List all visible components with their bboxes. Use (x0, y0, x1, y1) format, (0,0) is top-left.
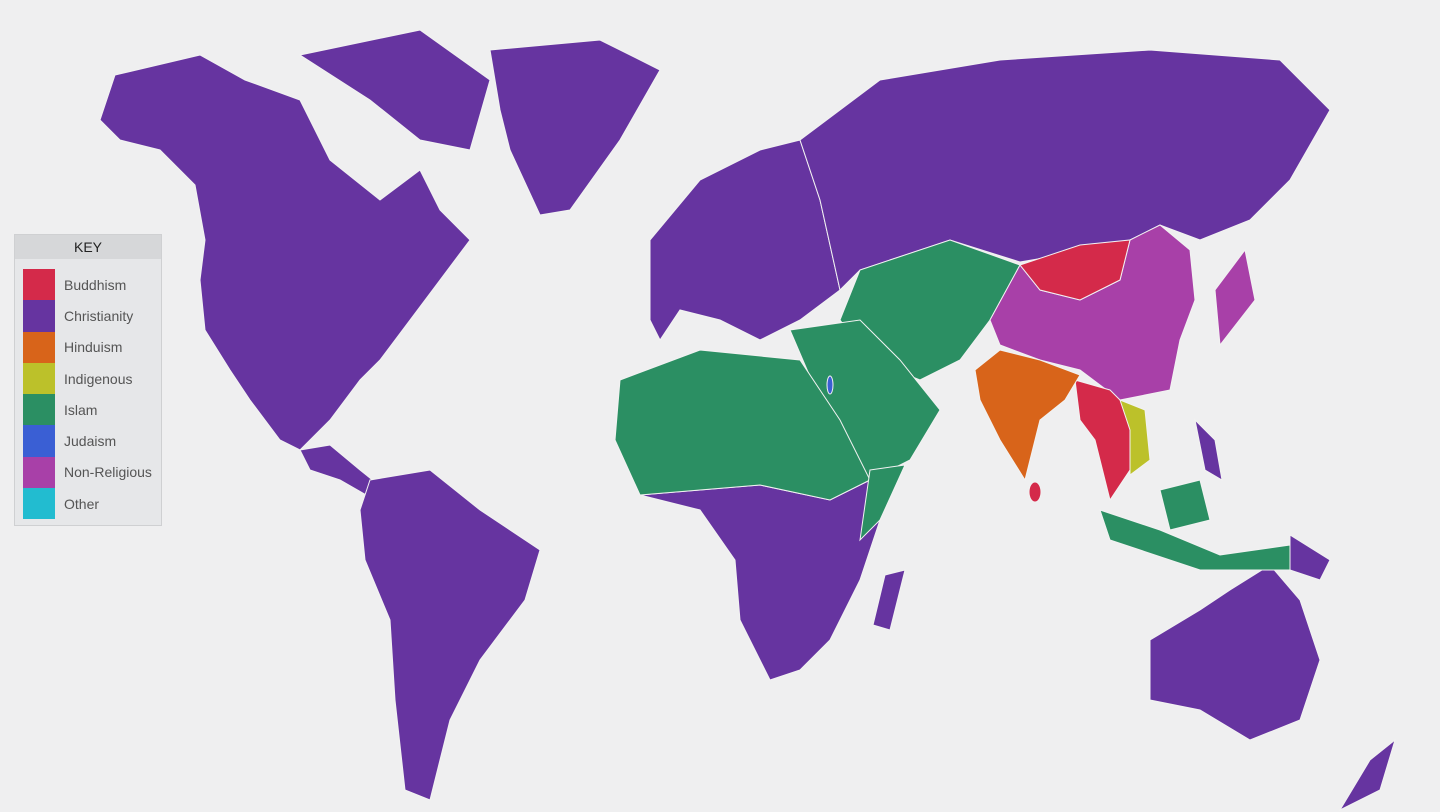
region-borneo (1159, 479, 1211, 531)
region-new-zealand (1338, 738, 1396, 812)
legend: KEY Buddhism Christianity Hinduism Indigeno… (14, 234, 162, 526)
legend-swatch (23, 394, 55, 426)
region-somalia (859, 464, 906, 542)
legend-swatch (23, 456, 55, 489)
legend-title: KEY (15, 235, 161, 259)
region-europe (649, 139, 841, 341)
legend-swatch (23, 331, 55, 363)
legend-item: Non-Religious (23, 456, 152, 489)
legend-swatch (23, 488, 55, 520)
legend-item: Islam (23, 394, 152, 426)
region-india (974, 349, 1081, 482)
legend-list: Buddhism Christianity Hinduism Indigenous Is… (23, 269, 152, 520)
region-japan (1214, 248, 1256, 347)
legend-swatch (23, 300, 55, 332)
region-vietnam (1119, 399, 1151, 476)
legend-label: Islam (64, 401, 98, 418)
legend-swatch (23, 269, 55, 301)
legend-label: Christianity (64, 307, 134, 324)
region-mongolia (1019, 239, 1131, 301)
region-russia (799, 49, 1331, 291)
legend-item: Other (23, 488, 152, 520)
region-north-africa (614, 349, 871, 501)
legend-swatch (23, 425, 55, 457)
legend-label: Hinduism (64, 339, 123, 356)
region-sri-lanka (1028, 481, 1042, 503)
region-madagascar (872, 569, 906, 631)
legend-item: Christianity (23, 300, 152, 332)
region-greenland (489, 39, 661, 216)
region-sub-saharan-africa (639, 479, 881, 681)
legend-item: Indigenous (23, 362, 152, 395)
legend-item: Buddhism (23, 269, 152, 301)
region-north-america (99, 54, 471, 451)
region-australia (1149, 564, 1321, 741)
legend-swatch (23, 362, 55, 395)
region-philippines (1194, 418, 1223, 481)
legend-label: Judaism (64, 433, 117, 450)
region-arctic-islands (298, 29, 491, 151)
legend-item: Judaism (23, 425, 152, 457)
legend-label: Other (64, 495, 100, 512)
legend-item: Hinduism (23, 331, 152, 363)
region-indonesia (1099, 509, 1291, 571)
region-south-america (359, 469, 541, 801)
legend-label: Non-Religious (64, 464, 152, 481)
legend-label: Buddhism (64, 276, 127, 293)
legend-label: Indigenous (64, 370, 133, 387)
region-israel (826, 375, 834, 395)
region-papua (1289, 534, 1331, 581)
